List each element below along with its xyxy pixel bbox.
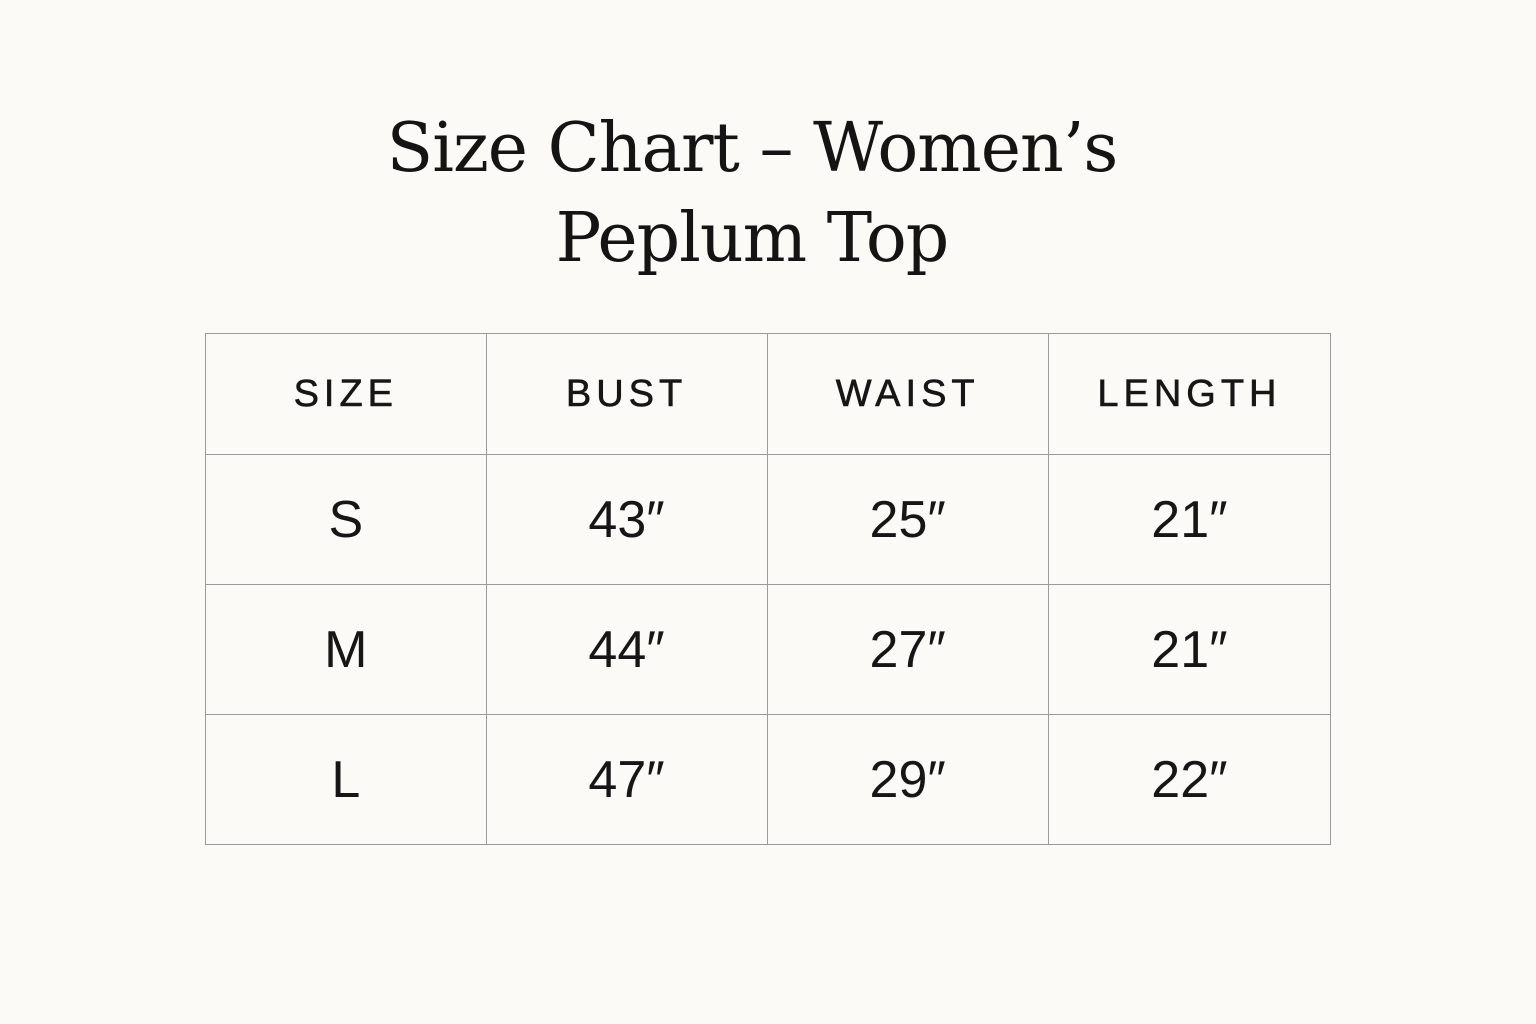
table-row: M 44″ 27″ 21″ — [205, 584, 1332, 715]
cell-waist: 27″ — [766, 584, 1049, 715]
cell-bust: 44″ — [485, 584, 768, 715]
table-row: L 47″ 29″ 22″ — [205, 714, 1332, 845]
cell-size: M — [205, 584, 487, 715]
table-row: S 43″ 25″ 21″ — [205, 454, 1332, 585]
cell-size: L — [205, 714, 487, 845]
cell-waist: 25″ — [766, 454, 1049, 585]
title-line-1: Size Chart – Women’s — [386, 109, 1119, 188]
cell-waist: 29″ — [766, 714, 1049, 845]
header-length: LENGTH — [1047, 333, 1332, 455]
header-bust: BUST — [485, 333, 768, 455]
cell-bust: 47″ — [485, 714, 768, 845]
size-chart-table: SIZE BUST WAIST LENGTH S 43″ 25″ 21″ M 4… — [205, 333, 1332, 845]
cell-length: 22″ — [1047, 714, 1332, 845]
page-title: Size Chart – Women’s Peplum Top — [0, 104, 1504, 284]
cell-length: 21″ — [1047, 454, 1332, 585]
header-size: SIZE — [205, 333, 487, 455]
cell-bust: 43″ — [485, 454, 768, 585]
title-line-2: Peplum Top — [555, 199, 950, 278]
cell-size: S — [205, 454, 487, 585]
cell-length: 21″ — [1047, 584, 1332, 715]
table-header-row: SIZE BUST WAIST LENGTH — [205, 333, 1332, 455]
header-waist: WAIST — [766, 333, 1049, 455]
